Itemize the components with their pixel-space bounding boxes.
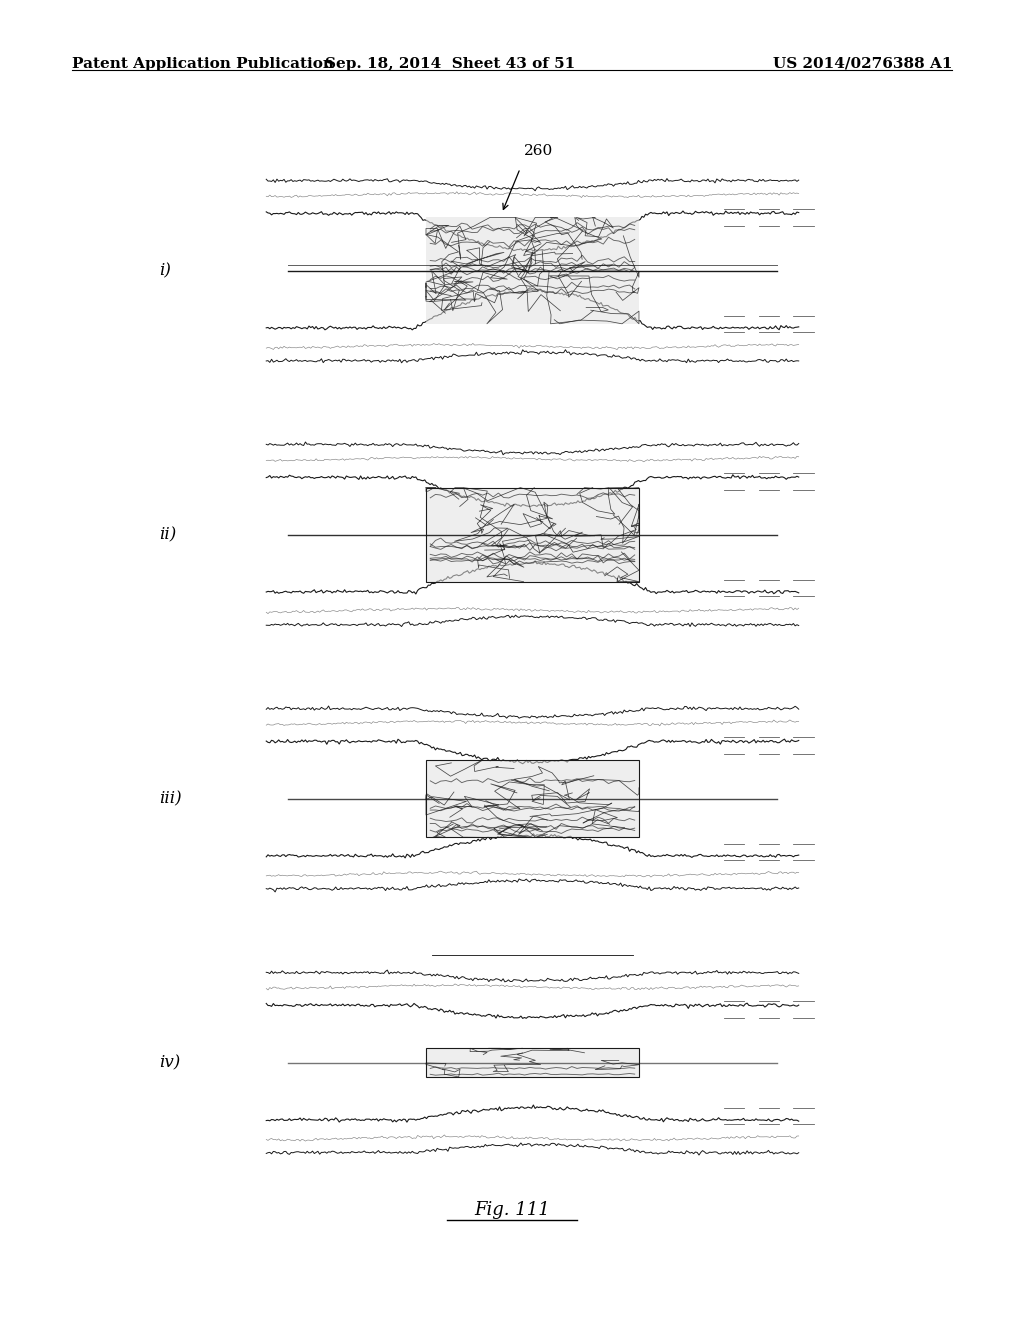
Text: i): i) xyxy=(159,263,171,279)
Text: Patent Application Publication: Patent Application Publication xyxy=(72,57,334,71)
Text: Sep. 18, 2014  Sheet 43 of 51: Sep. 18, 2014 Sheet 43 of 51 xyxy=(326,57,575,71)
Bar xyxy=(426,487,639,582)
Text: iv): iv) xyxy=(159,1055,180,1071)
Text: ii): ii) xyxy=(159,527,176,543)
Bar xyxy=(426,218,639,323)
Bar xyxy=(426,760,639,837)
Bar xyxy=(426,760,639,837)
Text: US 2014/0276388 A1: US 2014/0276388 A1 xyxy=(773,57,952,71)
Bar xyxy=(426,1048,639,1077)
Text: 260: 260 xyxy=(524,144,554,157)
Text: Fig. 111: Fig. 111 xyxy=(474,1201,550,1220)
Bar xyxy=(426,1048,639,1077)
Bar xyxy=(426,487,639,582)
Text: iii): iii) xyxy=(159,791,181,807)
